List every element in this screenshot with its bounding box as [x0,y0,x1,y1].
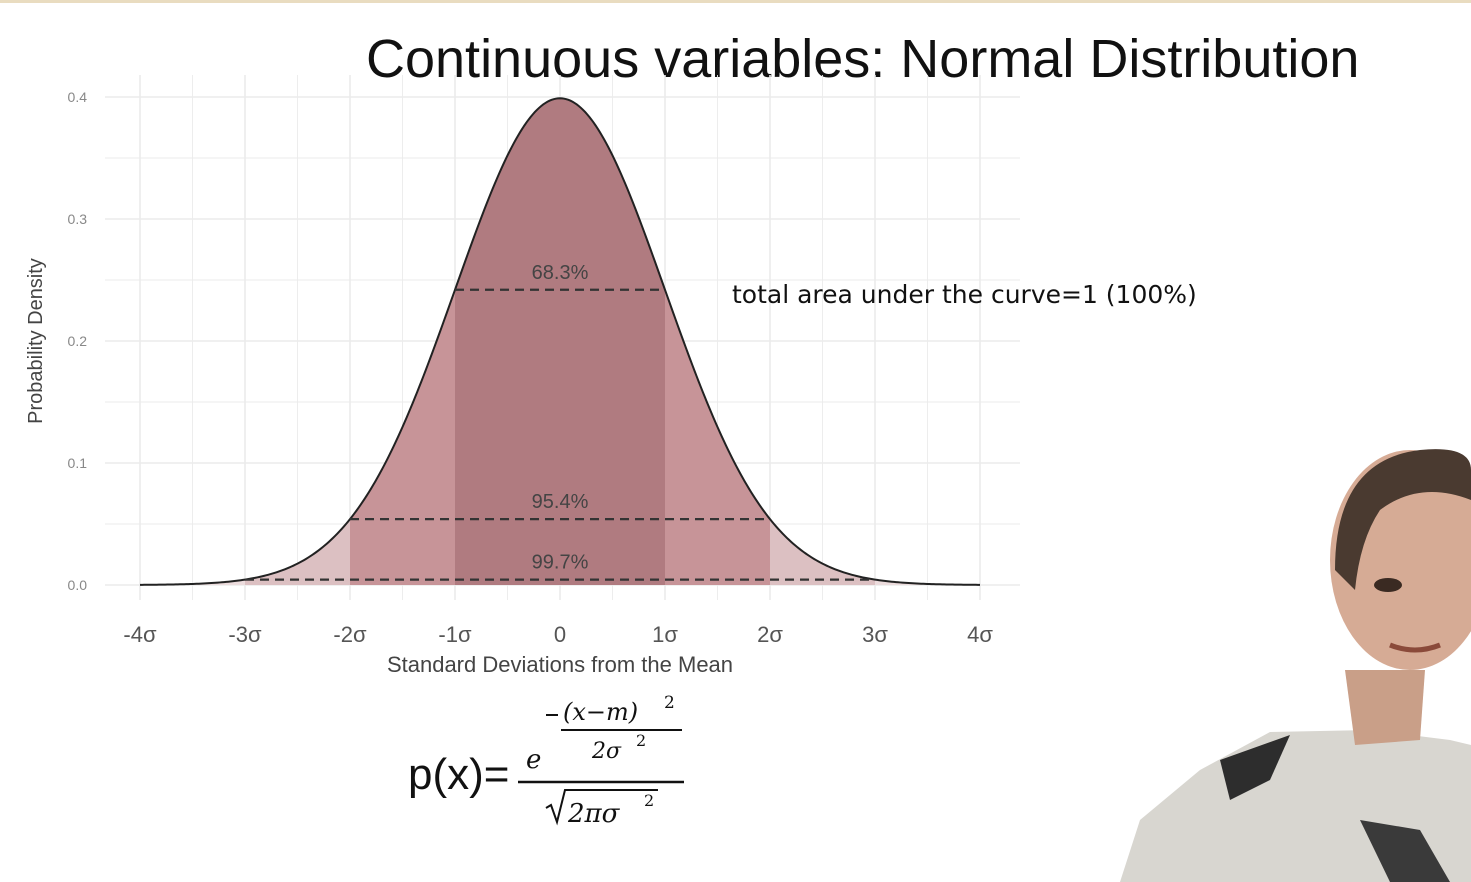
y-tick-label-1: 0.1 [68,455,88,471]
slide-title: Continuous variables: Normal Distributio… [366,29,1360,89]
tie [1360,820,1450,882]
formula-fraction: e (x−m) 2 2σ 2 2πσ 2 [518,693,684,829]
density-curve [139,97,981,586]
slide-top-border [0,0,1471,3]
presenter-mouth [1389,642,1441,653]
presenter-hair [1335,449,1471,590]
interval-label-1: 95.4% [532,491,589,513]
formula-sqrt-sign [545,789,658,826]
interval-label-2: 99.7% [532,552,589,574]
x-tick-label-6: 2σ [757,622,783,647]
formula-lhs: p(x)= [408,750,510,799]
x-tick-label-3: -1σ [438,622,472,647]
x-axis-label: Standard Deviations from the Mean [387,652,733,677]
formula-denominator: 2πσ [567,799,621,829]
x-tick-label-0: -4σ [123,622,157,647]
formula-denominator-power: 2 [644,791,654,810]
interval-label-0: 68.3% [532,262,589,284]
y-tick-label-0: 0.0 [68,577,88,593]
x-tick-label-1: -3σ [228,622,262,647]
shaded-region-2 [455,98,665,585]
y-tick-label-3: 0.3 [68,211,88,227]
x-tick-label-8: 4σ [967,622,993,647]
formula-exp-num-power: 2 [664,693,675,713]
presenter-neck [1345,670,1425,745]
presenter-webcam [1120,440,1471,882]
formula-exp-denominator: 2σ [591,739,622,764]
y-tick-label-2: 0.2 [68,333,88,349]
area-annotation: total area under the curve=1 (100%) [732,280,1197,309]
x-tick-label-2: -2σ [333,622,367,647]
presenter-eye [1374,578,1402,592]
y-axis-label: Probability Density [25,258,47,424]
y-tick-label-4: 0.4 [68,89,88,105]
formula-e: e [526,745,541,775]
shirt-collar-dark [1220,735,1290,800]
formula-exp-den-power: 2 [636,731,646,750]
normal-pdf-formula: p(x)= e (x−m) 2 2σ 2 2πσ 2 [408,690,708,830]
x-tick-label-7: 3σ [862,622,888,647]
formula-exp-numerator: (x−m) [563,698,638,726]
x-tick-label-4: 0 [554,622,566,647]
normal-distribution-chart: 68.3% 95.4% 99.7% 0.0 0.1 0.2 0.3 0.4 -4σ -3σ -2σ -… [25,75,1020,677]
x-tick-label-5: 1σ [652,622,678,647]
